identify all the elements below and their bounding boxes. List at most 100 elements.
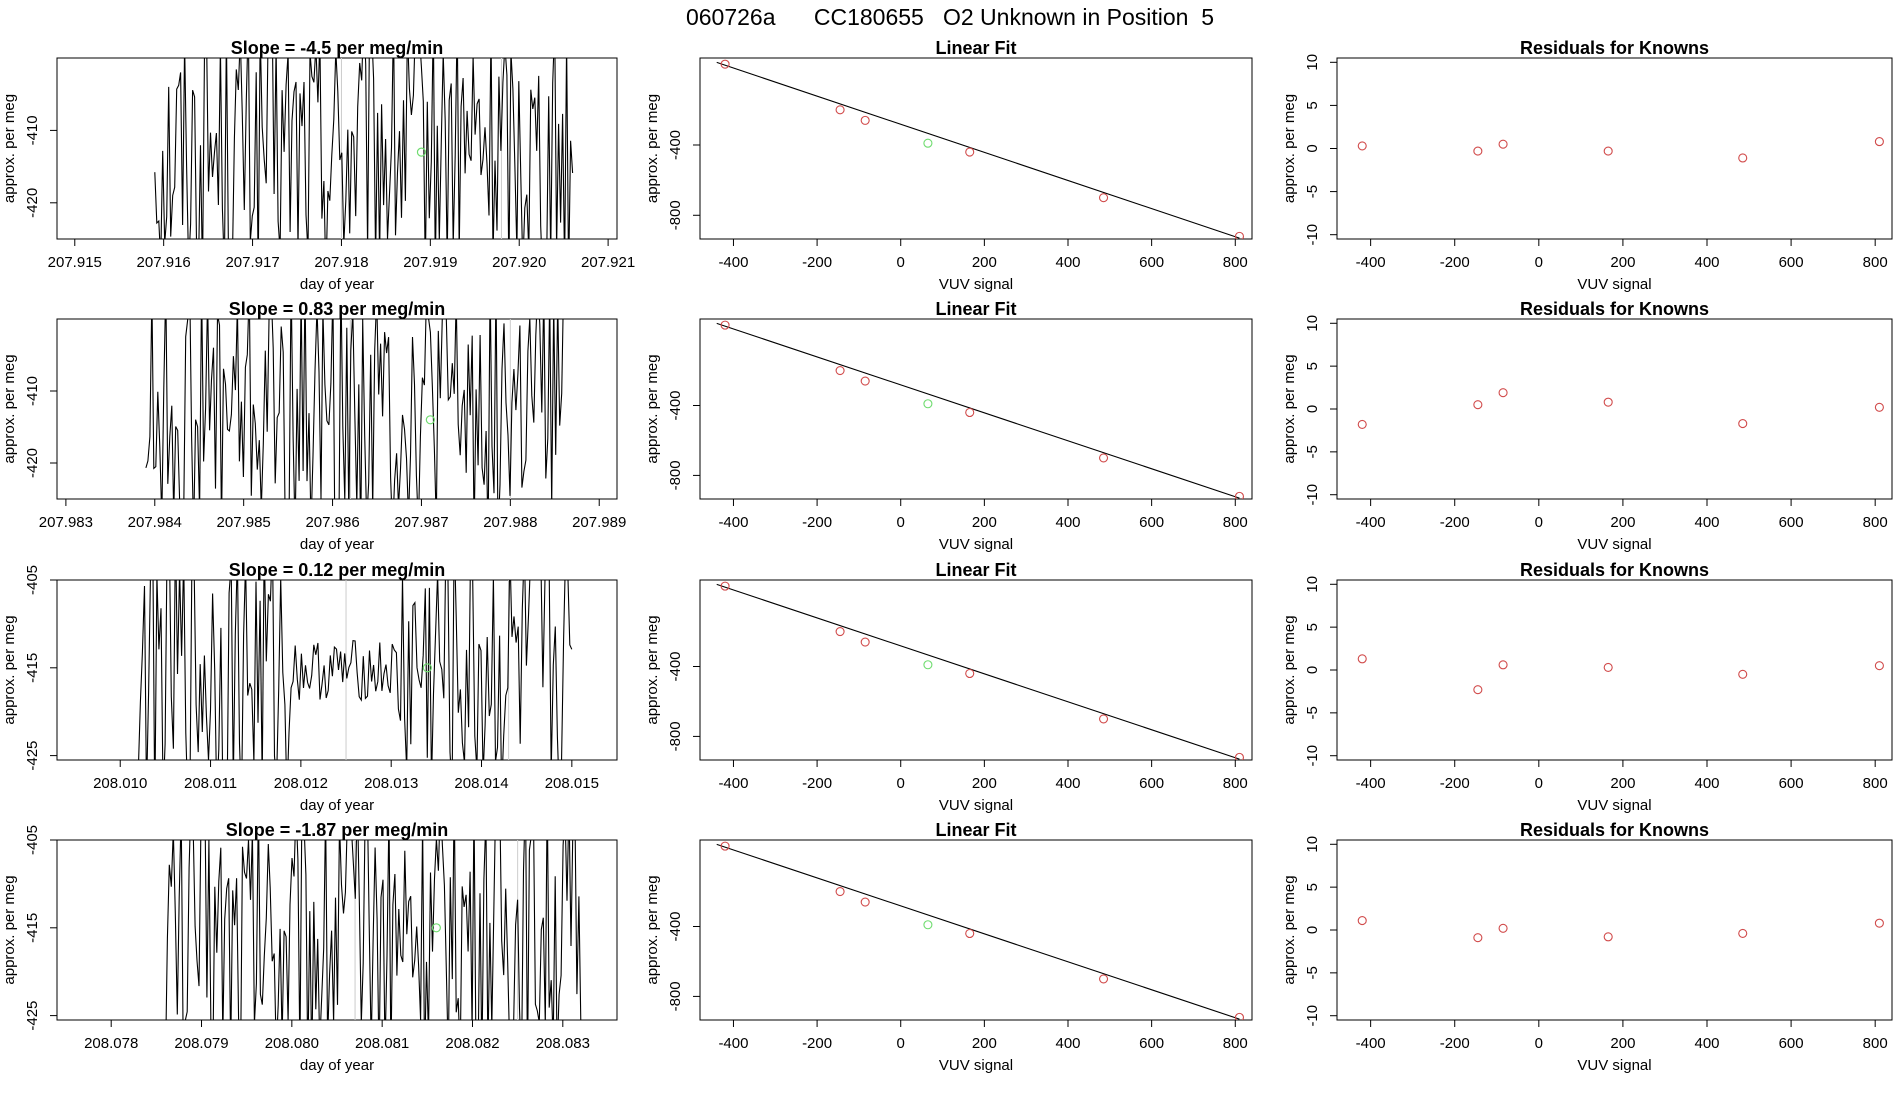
x-tick-label: 207.988: [483, 514, 537, 531]
x-axis-label: VUV signal: [939, 536, 1013, 553]
x-tick-label: 208.014: [454, 775, 508, 792]
x-tick-label: 600: [1779, 775, 1804, 792]
x-tick-label: -400: [718, 514, 748, 531]
x-tick-label: 400: [1055, 514, 1080, 531]
x-axis-label: VUV signal: [1577, 1057, 1651, 1074]
chart-title: Slope = -4.5 per meg/min: [231, 38, 444, 58]
x-tick-label: 207.917: [225, 254, 279, 271]
unknown-point: [923, 138, 933, 148]
residual-point: [1874, 661, 1884, 671]
data-layer: [1357, 388, 1884, 429]
series-line: [154, 58, 574, 239]
known-point: [860, 115, 870, 125]
x-tick-label: 600: [1779, 254, 1804, 271]
y-tick-label: -400: [667, 911, 684, 941]
x-tick-label: 400: [1055, 1035, 1080, 1052]
data-layer: [154, 58, 574, 239]
x-tick-label: 207.916: [137, 254, 191, 271]
x-tick-label: 200: [1610, 1035, 1635, 1052]
x-tick-label: -400: [1356, 775, 1386, 792]
known-point: [720, 320, 730, 330]
plot-frame: [699, 839, 1253, 1021]
x-tick-label: 0: [897, 514, 905, 531]
y-tick-label: -410: [24, 115, 41, 145]
y-tick-label: -10: [1304, 224, 1321, 246]
x-tick-label: 400: [1694, 514, 1719, 531]
y-tick-label: -415: [24, 913, 41, 943]
known-point: [965, 668, 975, 679]
residual-point: [1357, 141, 1367, 151]
residual-point: [1473, 933, 1483, 943]
residual-point: [1498, 660, 1508, 670]
chart-panel: Residuals for Knowns VUV signal approx. pe…: [1281, 299, 1893, 553]
residual-point: [1473, 400, 1483, 410]
known-point: [1234, 752, 1245, 760]
x-tick-label: 400: [1694, 254, 1719, 271]
x-axis-label: VUV signal: [1577, 276, 1651, 293]
chart-title: Linear Fit: [935, 299, 1016, 319]
x-tick-label: 207.984: [128, 514, 182, 531]
data-layer: [716, 59, 1245, 239]
y-tick-label: -405: [24, 565, 41, 595]
x-tick-label: 208.013: [364, 775, 418, 792]
plot-frame: [1336, 57, 1893, 240]
x-tick-label: 600: [1779, 1035, 1804, 1052]
residual-point: [1603, 932, 1613, 942]
known-point: [1098, 974, 1109, 984]
x-tick-label: 200: [1610, 254, 1635, 271]
residual-point: [1357, 916, 1367, 926]
y-tick-label: -425: [24, 1001, 41, 1031]
chart-title: Slope = -1.87 per meg/min: [226, 820, 449, 840]
residual-point: [1603, 146, 1613, 156]
residual-point: [1874, 137, 1884, 147]
y-tick-label: -5: [1304, 706, 1321, 719]
y-tick-label: -5: [1304, 445, 1321, 458]
x-tick-label: -400: [718, 254, 748, 271]
x-tick-label: -400: [718, 1035, 748, 1052]
unknown-point: [923, 399, 933, 409]
chart-panel: Linear Fit VUV signal approx. per meg -400 -…: [644, 299, 1253, 553]
x-tick-label: 400: [1694, 1035, 1719, 1052]
series-line: [145, 319, 564, 499]
residual-point: [1738, 419, 1748, 429]
x-tick-label: 0: [897, 1035, 905, 1052]
y-tick-label: -415: [24, 653, 41, 683]
x-axis-label: VUV signal: [939, 276, 1013, 293]
known-point: [835, 887, 845, 897]
x-tick-label: 208.010: [93, 775, 147, 792]
x-tick-label: 208.078: [84, 1035, 138, 1052]
y-tick-label: -400: [667, 130, 684, 160]
data-layer: [716, 320, 1245, 499]
x-axis-label: day of year: [300, 276, 374, 293]
y-axis-label: approx. per meg: [1281, 354, 1298, 463]
x-tick-label: -200: [802, 254, 832, 271]
x-tick-label: -200: [1440, 254, 1470, 271]
x-tick-label: 800: [1223, 254, 1248, 271]
x-tick-label: 800: [1223, 775, 1248, 792]
x-tick-label: 200: [972, 775, 997, 792]
y-tick-label: -400: [667, 651, 684, 681]
y-axis-label: approx. per meg: [1, 615, 18, 724]
chart-panel: Slope = -1.87 per meg/min day of year appr…: [1, 820, 618, 1074]
x-tick-label: 0: [1535, 514, 1543, 531]
y-tick-label: -425: [24, 741, 41, 771]
x-tick-label: 207.915: [48, 254, 102, 271]
y-tick-label: 0: [1304, 666, 1321, 674]
x-tick-label: 800: [1863, 1035, 1888, 1052]
x-tick-label: 208.082: [445, 1035, 499, 1052]
y-tick-label: 0: [1304, 926, 1321, 934]
chart-panel: Slope = 0.83 per meg/min day of year appro…: [1, 299, 626, 553]
x-axis-label: day of year: [300, 797, 374, 814]
x-axis-label: day of year: [300, 1057, 374, 1074]
y-tick-label: 10: [1304, 54, 1321, 71]
known-point: [965, 407, 975, 418]
residual-point: [1498, 139, 1508, 149]
y-tick-label: -420: [24, 188, 41, 218]
x-axis-label: VUV signal: [939, 1057, 1013, 1074]
x-tick-label: 600: [1139, 1035, 1164, 1052]
highlight-point: [416, 147, 427, 157]
x-tick-label: 200: [972, 254, 997, 271]
chart-title: Slope = 0.83 per meg/min: [229, 299, 446, 319]
known-point: [1098, 453, 1109, 463]
